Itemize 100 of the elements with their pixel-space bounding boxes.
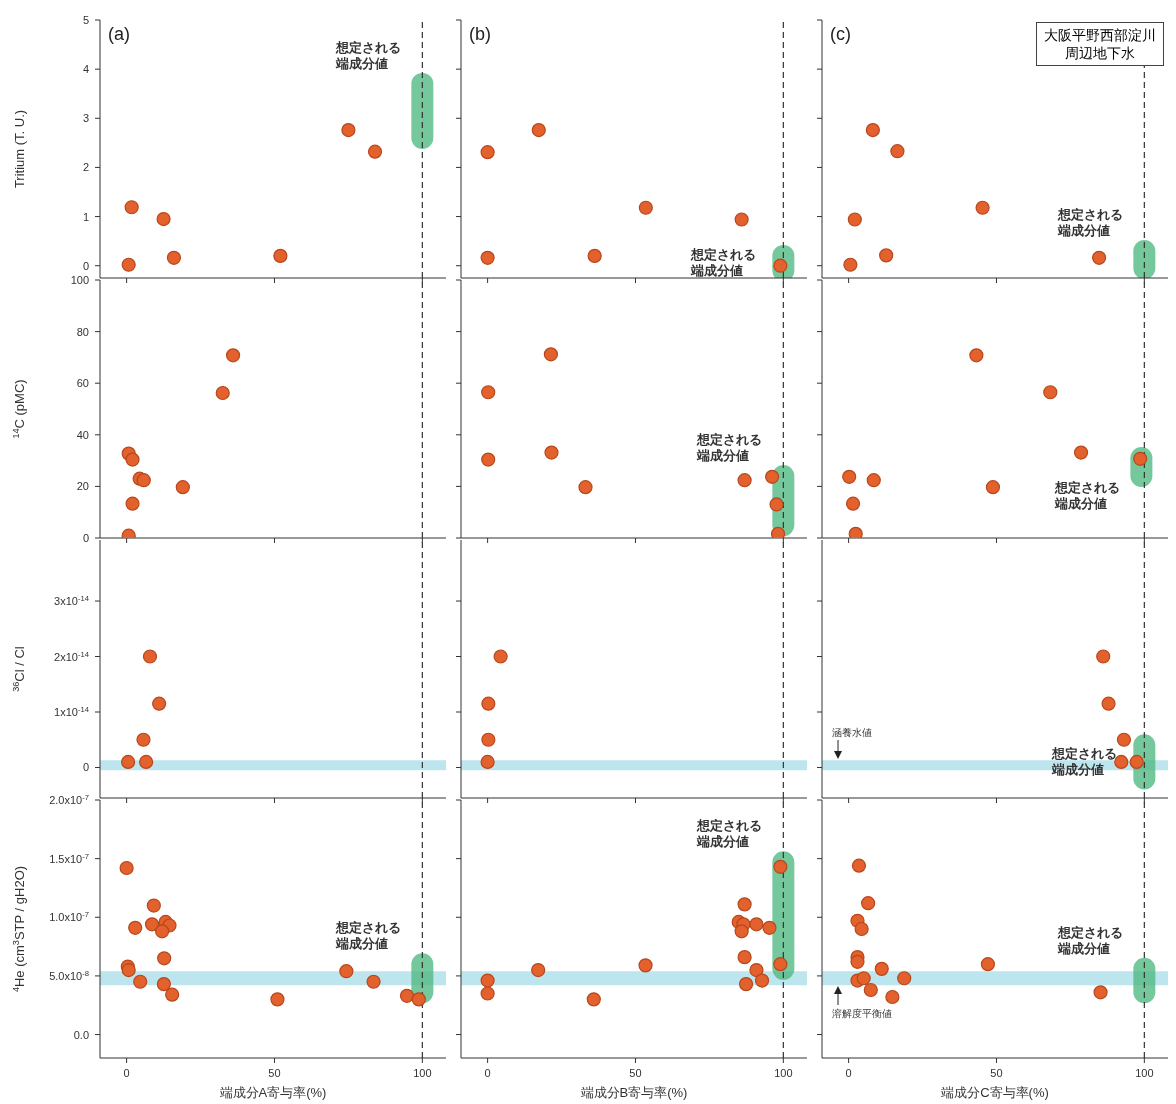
chart-title: (b): [469, 24, 491, 45]
x-tick-label: 50: [629, 1067, 642, 1079]
point: [225, 348, 241, 363]
point: [985, 480, 1001, 495]
point: [975, 200, 990, 215]
y-tick-label: 40: [76, 428, 89, 441]
point: [156, 211, 171, 227]
x-tick-label: 100: [774, 1067, 793, 1079]
point: [843, 257, 858, 272]
point: [734, 212, 749, 227]
annotation: 想定される端成分値: [1058, 924, 1125, 957]
point: [125, 452, 140, 467]
point: [270, 992, 285, 1007]
point: [133, 974, 148, 989]
y-tick-label: 1x10$^{-14}$: [54, 704, 90, 718]
point: [737, 897, 752, 912]
point: [531, 122, 546, 138]
point: [773, 859, 788, 874]
point: [865, 122, 880, 138]
point: [885, 989, 900, 1005]
point: [121, 962, 136, 978]
point: [1093, 985, 1108, 1000]
point: [587, 248, 602, 263]
y-tick-label: 2: [82, 161, 89, 174]
point: [124, 200, 139, 215]
band-label: 溶解度平衡値: [832, 1007, 892, 1022]
annotation: 想定される端成分値: [1052, 745, 1119, 778]
point: [136, 473, 151, 488]
point: [890, 144, 905, 159]
point: [638, 958, 653, 973]
point: [879, 248, 894, 263]
point: [481, 385, 496, 400]
band-label: 涵養水値: [832, 726, 872, 741]
point: [480, 250, 495, 265]
annotation: 想定される端成分値: [336, 39, 403, 72]
y-tick-label: 0: [82, 532, 89, 544]
point: [847, 212, 862, 227]
x-tick-label: 100: [1135, 1067, 1154, 1079]
point: [128, 920, 143, 935]
point: [119, 860, 134, 876]
point: [1092, 250, 1107, 265]
point: [215, 385, 230, 401]
x-axis-title: 端成分C寄与率(%): [940, 1084, 1050, 1102]
point: [165, 987, 180, 1002]
y-tick-label: 1: [82, 210, 89, 223]
point: [339, 964, 354, 979]
point: [366, 974, 381, 989]
point: [765, 469, 780, 484]
y-tick-label: 0: [82, 259, 89, 272]
point: [773, 957, 788, 972]
point: [157, 951, 172, 966]
point: [856, 971, 871, 986]
point: [481, 452, 496, 467]
point: [166, 250, 182, 265]
point: [769, 497, 784, 512]
point: [861, 896, 876, 911]
x-axis-title: 端成分A寄与率(%): [218, 1084, 328, 1102]
point: [341, 122, 356, 138]
point: [544, 445, 559, 460]
x-axis-title: 端成分B寄与率(%): [579, 1084, 689, 1102]
y-axis-title: Tritium (T. U.): [12, 109, 27, 189]
x-tick-label: 50: [990, 1067, 1003, 1079]
point: [144, 917, 160, 932]
point: [367, 144, 383, 159]
x-tick-label: 100: [413, 1067, 432, 1079]
point: [770, 526, 786, 538]
point: [754, 973, 770, 988]
annotation: 想定される端成分値: [691, 247, 758, 280]
y-tick-label: 5: [82, 14, 89, 26]
point: [866, 473, 881, 488]
y-tick-label: 5.0x10$^{-8}$: [49, 968, 89, 982]
chart-title: (c): [830, 24, 851, 45]
point: [737, 950, 752, 965]
point: [480, 145, 495, 160]
y-tick-label: 1.5x10$^{-7}$: [49, 851, 89, 865]
y-tick-label: 3: [82, 112, 89, 125]
point: [156, 977, 171, 992]
point: [773, 258, 788, 273]
point: [969, 348, 984, 363]
point: [854, 921, 869, 937]
point: [738, 977, 754, 992]
annotation: 想定される端成分値: [697, 818, 764, 851]
chart-title: (a): [108, 24, 130, 45]
x-tick-label: 50: [268, 1067, 281, 1079]
point: [480, 986, 495, 1001]
x-tick-label: 0: [484, 1067, 491, 1079]
y-tick-label: 20: [76, 480, 89, 493]
annotation: 想定される端成分値: [336, 920, 403, 953]
y-tick-label: 1.0x10$^{-7}$: [49, 909, 89, 924]
point: [155, 924, 170, 939]
y-tick-label: 0: [82, 761, 89, 774]
x-tick-label: 0: [123, 1067, 130, 1079]
y-tick-label: 4: [82, 63, 89, 76]
point: [874, 961, 889, 976]
point: [980, 957, 995, 972]
y-tick-label: 100: [70, 274, 89, 286]
annotation: 想定される端成分値: [1058, 206, 1125, 239]
y-tick-label: 0.0: [73, 1028, 89, 1041]
point: [146, 898, 161, 913]
point: [273, 248, 288, 263]
